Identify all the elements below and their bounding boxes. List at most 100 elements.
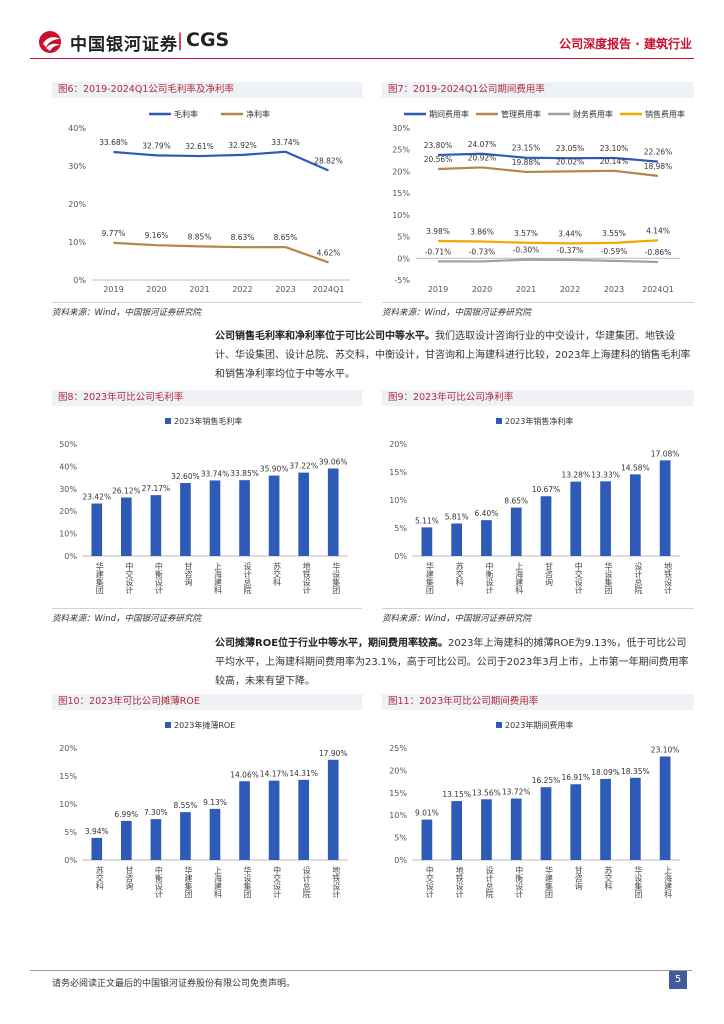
fig11-bar (629, 777, 641, 860)
fig7-xtick: 2019 (428, 285, 448, 294)
fig8-category-label: 设计总院 (243, 561, 252, 595)
fig6-data-label: 33.68% (99, 138, 128, 147)
fig9-category-label: 地铁设计 (664, 561, 673, 595)
fig6-data-label: 4.62% (317, 248, 341, 257)
fig10-legend-swatch (165, 722, 171, 728)
fig9-ytick: 0% (394, 552, 407, 561)
fig8-title: 图8：2023年可比公司毛利率 (52, 390, 362, 406)
fig10-category-label: 甘咨询 (125, 865, 134, 891)
fig7-xtick: 2021 (516, 285, 536, 294)
fig6-xtick: 2021 (189, 285, 209, 294)
fig11-bar (600, 778, 611, 860)
fig11-category-label: 中交设计 (425, 865, 434, 899)
fig7-xtick: 2020 (472, 285, 492, 294)
fig11-chart: 2023年期间费用率 0% 5% 10% 15% 20% 25% 9.01% 中交设计 13.15… (389, 720, 680, 899)
fig9-bar (451, 523, 463, 556)
fig11-category-label: 华建集团 (545, 865, 554, 899)
fig9-category-label: 苏交科 (455, 561, 464, 587)
fig10-data-label: 3.94% (85, 827, 109, 836)
fig6-ytick: 20% (68, 200, 86, 209)
fig9-data-label: 10.67% (532, 485, 561, 494)
fig9-source-line (382, 608, 694, 609)
fig10-ytick: 5% (64, 828, 77, 837)
fig11-data-label: 16.91% (561, 773, 590, 782)
fig11-bar (481, 799, 492, 860)
fig10-category-label: 地铁设计 (332, 865, 341, 899)
fig10-chart: 2023年摊薄ROE 0% 5% 10% 15% 20% 3.94% 苏交科 6.99% 甘咨询 7… (59, 720, 348, 899)
fig10-category-label: 设计总院 (302, 865, 311, 899)
fig7-ytick: 15% (392, 189, 410, 198)
fig8-ytick: 10% (59, 530, 77, 539)
fig8-bar (180, 482, 191, 556)
fig6-data-label: 9.16% (145, 231, 169, 240)
fig6-series-line-1 (113, 241, 329, 264)
fig7-xtick: 2022 (560, 285, 580, 294)
fig11-title: 图11：2023年可比公司期间费用率 (382, 694, 694, 710)
fig9-legend-swatch (496, 418, 502, 424)
fig9-legend-label: 2023年销售净利率 (505, 416, 573, 426)
fig7-legend-label-0: 期间费用率 (429, 109, 469, 119)
fig7-data-label: 3.86% (470, 228, 494, 237)
fig7-series-line-1 (437, 166, 659, 177)
fig10-legend-label: 2023年摊薄ROE (174, 720, 235, 730)
fig7-data-label: 22.26% (644, 148, 673, 157)
fig6-xtick: 2024Q1 (313, 285, 345, 294)
fig11-bar (451, 801, 463, 860)
fig7-data-label: -0.86% (645, 248, 672, 257)
fig7-data-label: 20.56% (424, 155, 453, 164)
fig9-chart: 2023年销售净利率 0% 5% 10% 15% 20% 5.11% 华建集团 5.81% 苏交科… (389, 416, 680, 595)
fig8-source-line (52, 608, 362, 609)
paragraph-roe-lead: 公司摊薄ROE位于行业中等水平，期间费用率较高。 (215, 638, 449, 649)
fig7-data-label: 24.07% (468, 140, 497, 149)
fig11-ytick: 15% (389, 789, 407, 798)
fig8-ytick: 50% (59, 440, 77, 449)
fig6-xtick: 2020 (146, 285, 166, 294)
fig8-category-label: 华建集团 (95, 561, 104, 595)
fig11-data-label: 13.15% (442, 790, 471, 799)
fig7-data-label: 3.55% (602, 229, 626, 238)
fig10-title: 图10：2023年可比公司摊薄ROE (52, 694, 362, 710)
fig6-data-label: 32.92% (228, 141, 257, 150)
fig10-bar (150, 819, 162, 860)
fig9-bar (659, 460, 671, 556)
fig8-category-label: 中交设计 (125, 561, 134, 595)
fig8-bar (209, 480, 221, 556)
fig9-category-label: 中衡设计 (485, 561, 494, 595)
paragraph-margin-lead: 公司销售毛利率和净利率位于可比公司中等水平。 (215, 331, 435, 342)
fig7-source: 资料来源：Wind，中国银河证券研究院 (382, 308, 532, 318)
fig10-data-label: 14.31% (289, 769, 318, 778)
fig7-data-label: -0.30% (513, 246, 540, 255)
fig8-category-label: 苏交科 (273, 561, 282, 587)
fig10-category-label: 中交设计 (273, 865, 282, 899)
fig11-category-label: 华设集团 (634, 865, 643, 899)
fig6-legend-label-1: 净利率 (246, 109, 270, 119)
fig9-title: 图9：2023年可比公司净利率 (382, 390, 694, 406)
fig11-data-label: 13.56% (472, 788, 501, 797)
fig10-bar (180, 812, 191, 860)
fig11-data-label: 13.72% (502, 788, 531, 797)
fig11-ytick: 25% (389, 744, 407, 753)
fig10-data-label: 7.30% (144, 808, 168, 817)
paragraph-margin-comparison: 公司销售毛利率和净利率位于可比公司中等水平。我们选取设计咨询行业的中交设计，华建… (215, 327, 693, 384)
fig11-ytick: 5% (394, 834, 407, 843)
fig7-data-label: 23.10% (600, 144, 629, 153)
fig8-category-label: 地铁设计 (302, 561, 311, 595)
fig7-data-label: -0.71% (425, 247, 452, 256)
paragraph-margin-body: 我们选取设计咨询行业的中交设计，华建集团、地铁设计、华设集团、设计总院、苏交科，… (215, 331, 691, 380)
fig9-category-label: 华建集团 (425, 561, 434, 595)
fig11-bar (570, 784, 582, 860)
fig7-data-label: -0.37% (557, 246, 584, 255)
fig11-category-label: 地铁设计 (455, 865, 464, 899)
fig9-data-label: 6.40% (475, 509, 499, 518)
fig9-bar (540, 496, 552, 556)
fig6-data-label: 32.61% (185, 142, 214, 151)
fig7-data-label: -0.59% (601, 247, 628, 256)
fig10-data-label: 9.13% (203, 798, 227, 807)
fig11-ytick: 10% (389, 811, 407, 820)
fig10-ytick: 15% (59, 772, 77, 781)
fig9-category-label: 上海建科 (515, 562, 524, 595)
fig7-xtick: 2023 (604, 285, 624, 294)
fig7-chart: 期间费用率 管理费用率 财务费用率 销售费用率 -5% 0% 5% 10% 15% 20% 25% 3… (392, 109, 685, 294)
fig10-bar (239, 781, 250, 860)
fig11-data-label: 18.35% (621, 767, 650, 776)
